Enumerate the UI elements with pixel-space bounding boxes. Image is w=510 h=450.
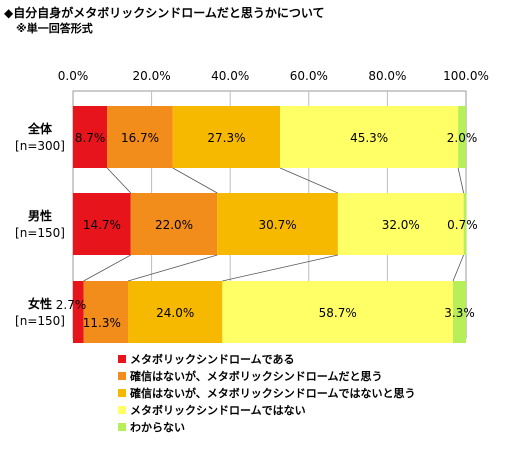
bar-segment — [453, 281, 466, 343]
data-label: 2.0% — [447, 131, 478, 145]
legend-swatch — [118, 389, 126, 397]
connector-line — [172, 167, 218, 194]
connector-line — [127, 254, 218, 282]
bar-segment — [463, 193, 467, 255]
x-tick-label: 60.0% — [290, 69, 328, 83]
bar-segment — [458, 106, 466, 168]
bar-segment — [217, 193, 338, 255]
legend-swatch — [118, 372, 126, 380]
bar-segment — [73, 281, 84, 343]
category-n-label: [n=300] — [15, 139, 65, 153]
bar-segment — [280, 106, 459, 168]
category-label: 女性 — [28, 296, 52, 311]
legend-label: 確信はないが、メタボリックシンドロームだと思う — [130, 369, 382, 383]
connector-line — [222, 254, 338, 282]
bar-segment — [337, 193, 464, 255]
data-label: 14.7% — [83, 218, 121, 232]
connector-line — [83, 254, 131, 282]
legend-swatch — [118, 406, 126, 414]
x-tick-label: 20.0% — [133, 69, 171, 83]
data-label: 8.7% — [75, 131, 106, 145]
bar-segment — [172, 106, 281, 168]
legend-swatch — [118, 355, 126, 363]
bar-segment — [222, 281, 454, 343]
x-tick-label: 80.0% — [368, 69, 406, 83]
connector-line — [457, 167, 465, 194]
legend-label: メタボリックシンドロームである — [130, 352, 295, 366]
legend-label: 確信はないが、メタボリックシンドロームではないと思う — [130, 386, 415, 400]
data-label: 11.3% — [83, 316, 121, 330]
x-tick-label: 0.0% — [58, 69, 89, 83]
connector-line — [106, 167, 132, 194]
data-label: 22.0% — [155, 218, 193, 232]
legend-label: メタボリックシンドロームではない — [130, 403, 306, 417]
data-label: 3.3% — [444, 306, 475, 320]
chart-title: ◆自分自身がメタボリックシンドロームだと思うかについて — [4, 6, 325, 20]
data-label: 32.0% — [382, 218, 420, 232]
data-label: 30.7% — [258, 218, 296, 232]
connector-line — [452, 254, 465, 282]
legend-label: わからない — [130, 421, 185, 434]
category-label: 男性 — [28, 208, 52, 223]
data-label: 45.3% — [350, 131, 388, 145]
legend-swatch — [118, 423, 126, 431]
category-n-label: [n=150] — [15, 226, 65, 240]
data-label: 24.0% — [156, 306, 194, 320]
chart-subtitle: ※単一回答形式 — [16, 22, 93, 35]
bar-segment — [130, 193, 218, 255]
category-label: 全体 — [27, 121, 53, 136]
data-label: 16.7% — [121, 131, 159, 145]
bar-segment — [73, 193, 131, 255]
x-tick-label: 100.0% — [443, 69, 489, 83]
data-label: 0.7% — [447, 218, 478, 232]
x-tick-label: 40.0% — [211, 69, 249, 83]
data-label: 2.7% — [56, 298, 87, 312]
bar-segment — [83, 281, 129, 343]
connector-line — [279, 167, 339, 194]
data-label: 27.3% — [207, 131, 245, 145]
data-label: 58.7% — [319, 306, 357, 320]
bar-segment — [128, 281, 223, 343]
category-n-label: [n=150] — [15, 314, 65, 328]
bar-segment — [73, 106, 108, 168]
bar-segment — [107, 106, 173, 168]
